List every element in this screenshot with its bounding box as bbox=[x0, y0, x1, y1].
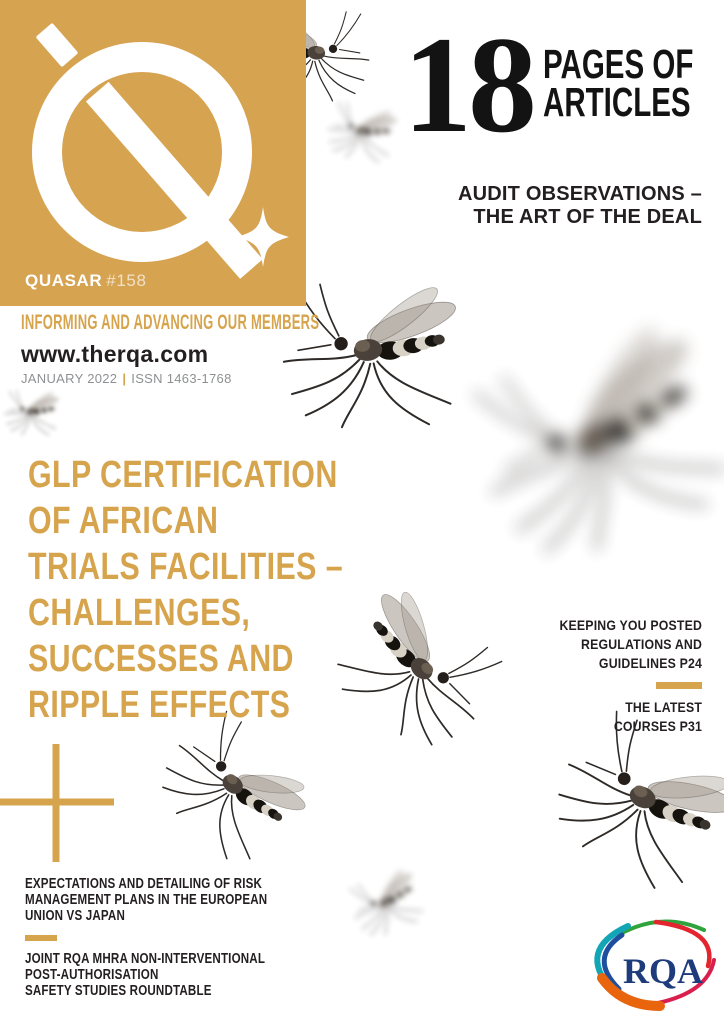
sparkle-icon bbox=[237, 207, 289, 267]
mosquito-photo-small-blur-top bbox=[320, 90, 412, 174]
quasar-q-logo bbox=[32, 23, 289, 279]
website-url: www.therqa.com bbox=[21, 341, 209, 367]
tagline: INFORMING AND ADVANCING OUR MEMBERS bbox=[21, 311, 320, 334]
masthead-square: QUASAR #158 bbox=[0, 0, 306, 306]
magazine-title: QUASAR #158 bbox=[25, 271, 147, 291]
mosquito-photo-tiny-left bbox=[0, 381, 70, 443]
rqa-logo: RQA bbox=[594, 919, 716, 1011]
mosquito-photo-right-blurred bbox=[457, 296, 724, 573]
date-issn-line: JANUARY 2022 | ISSN 1463-1768 bbox=[21, 371, 232, 386]
teaser-latest-courses: THE LATEST bbox=[625, 699, 702, 715]
issue-date: JANUARY 2022 bbox=[21, 371, 118, 386]
mosquito-photo-small-blur-bottom bbox=[344, 860, 436, 941]
gold-divider bbox=[656, 682, 702, 689]
gold-divider-left bbox=[25, 935, 57, 942]
main-headline: GLP CERTIFICATION OF AFRICAN TRIALS FACI… bbox=[28, 454, 343, 726]
pages-count: 18 bbox=[403, 8, 537, 161]
bottom-teasers: EXPECTATIONS AND DETAILING OF RISK MANAG… bbox=[25, 876, 268, 999]
rqa-logo-text: RQA bbox=[623, 951, 703, 991]
teaser-keeping-you-posted: KEEPING YOU POSTED bbox=[559, 617, 702, 633]
title-text: QUASAR bbox=[25, 271, 103, 290]
issue-number: #158 bbox=[106, 271, 147, 290]
teaser-risk-management: EXPECTATIONS AND DETAILING OF RISK bbox=[25, 876, 263, 892]
right-teasers: KEEPING YOU POSTED REGULATIONS AND GUIDE… bbox=[559, 617, 702, 734]
issn-number: ISSN 1463-1768 bbox=[131, 371, 232, 386]
date-separator: | bbox=[122, 371, 127, 386]
audit-observations-teaser: AUDIT OBSERVATIONS – THE ART OF THE DEAL bbox=[457, 183, 702, 229]
gold-cross-decoration bbox=[0, 744, 114, 862]
pages-label: PAGES OF ARTICLES bbox=[543, 41, 694, 125]
pages-of-articles: 18 PAGES OF ARTICLES bbox=[403, 8, 724, 161]
teaser-roundtable: JOINT RQA MHRA NON-INTERVENTIONAL bbox=[25, 951, 266, 968]
